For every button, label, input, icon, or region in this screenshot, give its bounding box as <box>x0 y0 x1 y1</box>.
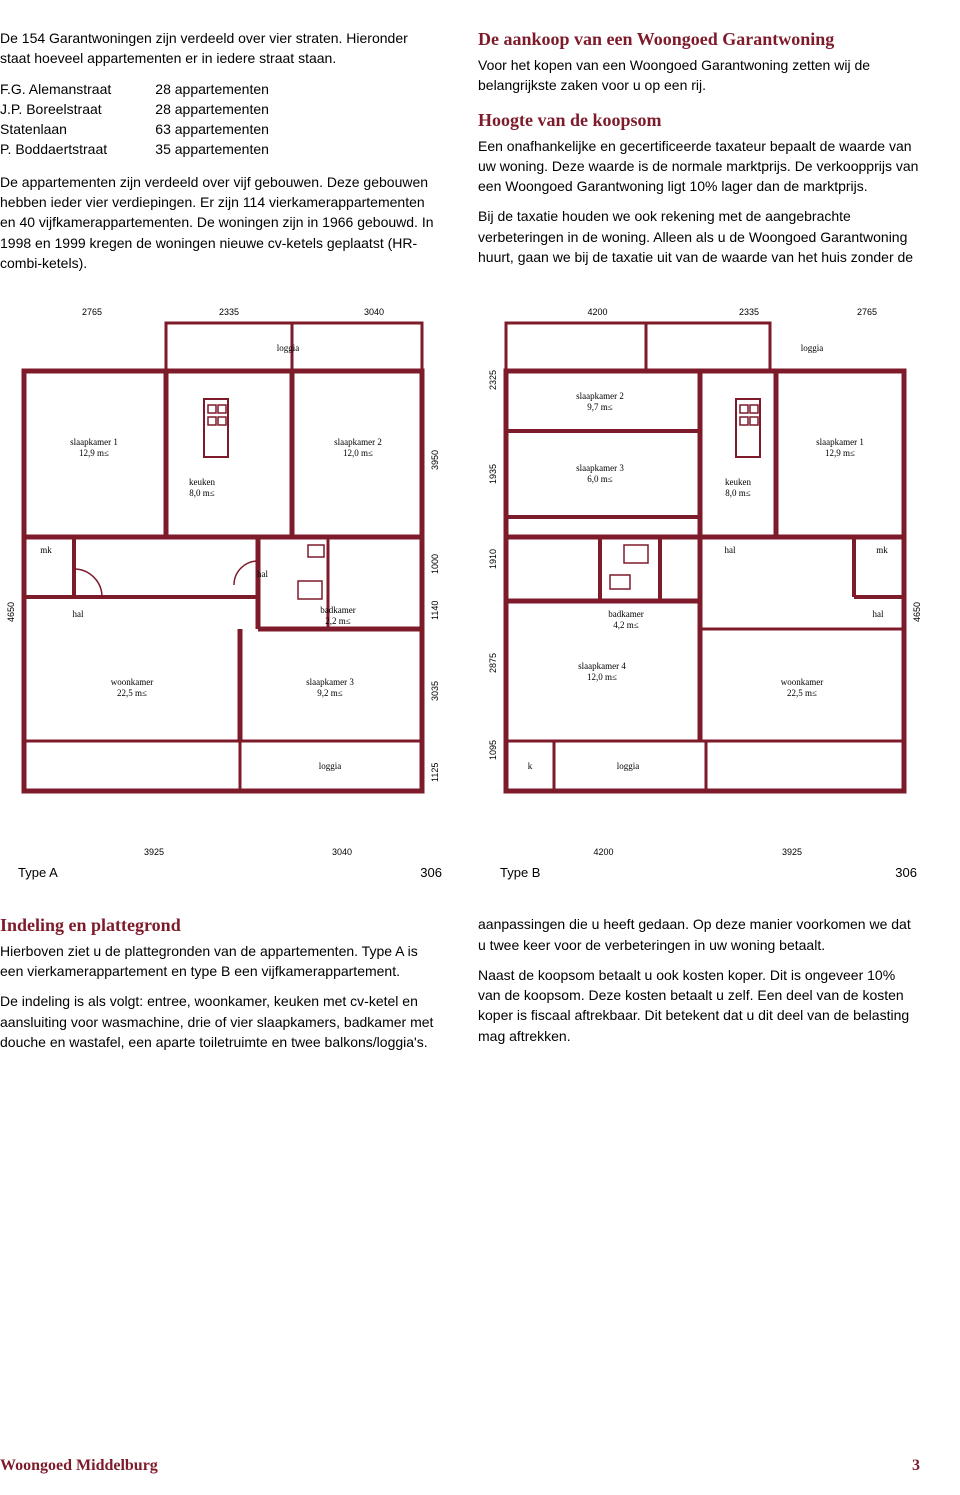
room-label: badkamer4,2 m≤ <box>608 609 643 630</box>
plan-type-label: Type B <box>500 865 540 880</box>
dim-label: 3925 <box>701 847 883 857</box>
floorplan-a-svg: loggia slaapkamer 112,9 m≤ keuken8,0 m≤ … <box>18 317 428 797</box>
room-label: keuken8,0 m≤ <box>725 477 751 498</box>
dim-label: 2335 <box>695 307 803 317</box>
streets-table: F.G. Alemanstraat28 appartementen J.P. B… <box>0 79 313 160</box>
dim-label: 2325 <box>486 329 500 431</box>
street-name: J.P. Boreelstraat <box>0 99 155 119</box>
dim-label: 4200 <box>506 847 701 857</box>
aankoop-text: Voor het kopen van een Woongoed Garantwo… <box>478 55 920 96</box>
footer-brand: Woongoed Middelburg <box>0 1457 158 1475</box>
plan-a-caption: Type A 306 <box>4 865 456 880</box>
plan-b-left-dims: 2325 1935 1910 2875 1095 <box>486 317 500 847</box>
heading-indeling: Indeling en plattegrond <box>0 914 442 937</box>
plan-a-left-dim: 4650 <box>4 377 18 847</box>
dim-label: 1910 <box>486 517 500 601</box>
plan-b-caption: Type B 306 <box>486 865 931 880</box>
plan-b-right-dim: 4650 <box>910 377 924 847</box>
street-name: F.G. Alemanstraat <box>0 79 155 99</box>
room-label: hal <box>257 569 268 579</box>
street-count: 35 appartementen <box>155 139 313 159</box>
dim-label: 1935 <box>486 431 500 517</box>
building-info-text: De appartementen zijn verdeeld over vijf… <box>0 172 442 273</box>
plan-type-number: 306 <box>420 865 442 880</box>
street-name: Statenlaan <box>0 119 155 139</box>
plan-a-bot-dims: 3925 3040 <box>48 847 456 857</box>
room-label: hal <box>73 609 84 619</box>
koopsom-text-2: Bij de taxatie houden we ook rekening me… <box>478 206 920 267</box>
dim-label: 4200 <box>500 307 695 317</box>
plan-type-label: Type A <box>18 865 58 880</box>
indeling-text-2: De indeling is als volgt: entree, woonka… <box>0 991 442 1052</box>
left-column: De 154 Garantwoningen zijn verdeeld over… <box>0 28 442 283</box>
room-label: slaapkamer 412,0 m≤ <box>578 661 626 682</box>
floorplans: 2765 2335 3040 4650 <box>0 307 920 880</box>
room-label: loggia <box>617 761 640 771</box>
dim-label: 3950 <box>428 377 442 543</box>
room-label: keuken8,0 m≤ <box>189 477 215 498</box>
dim-label: 2765 <box>803 307 931 317</box>
bottom-columns: Indeling en plattegrond Hierboven ziet u… <box>0 914 920 1062</box>
room-label: k <box>528 761 533 771</box>
kosten-koper-text: Naast de koopsom betaalt u ook kosten ko… <box>478 965 920 1046</box>
dim-label: 1000 <box>428 543 442 585</box>
street-name: P. Boddaertstraat <box>0 139 155 159</box>
dim-label: 3040 <box>292 307 456 317</box>
bottom-right-column: aanpassingen die u heeft gedaan. Op deze… <box>478 914 920 1062</box>
room-label: woonkamer22,5 m≤ <box>781 677 824 698</box>
aanpassingen-text: aanpassingen die u heeft gedaan. Op deze… <box>478 914 920 955</box>
dim-label: 3035 <box>428 635 442 747</box>
heading-aankoop: De aankoop van een Woongoed Garantwoning <box>478 28 920 51</box>
room-label: badkamer2,2 m≤ <box>320 605 355 626</box>
street-count: 28 appartementen <box>155 79 313 99</box>
plan-b-top-dims: 4200 2335 2765 <box>500 307 931 317</box>
room-label: hal <box>725 545 736 555</box>
plan-a-right-dims: 3950 1000 1140 3035 1125 <box>428 317 442 847</box>
dim-label: 3925 <box>48 847 260 857</box>
bottom-left-column: Indeling en plattegrond Hierboven ziet u… <box>0 914 442 1062</box>
room-label: mk <box>40 545 52 555</box>
footer-page-number: 3 <box>912 1457 920 1475</box>
room-label: woonkamer22,5 m≤ <box>111 677 154 698</box>
floorplan-b-svg: loggia slaapkamer 29,7 m≤ slaapkamer 36,… <box>500 317 910 797</box>
room-label: loggia <box>801 343 824 353</box>
room-label: slaapkamer 112,9 m≤ <box>70 437 118 458</box>
room-label: loggia <box>277 343 300 353</box>
indeling-text-1: Hierboven ziet u de plattegronden van de… <box>0 941 442 982</box>
room-label: slaapkamer 112,9 m≤ <box>816 437 864 458</box>
room-label: slaapkamer 39,2 m≤ <box>306 677 354 698</box>
street-count: 28 appartementen <box>155 99 313 119</box>
right-column: De aankoop van een Woongoed Garantwoning… <box>478 28 920 283</box>
room-label: hal <box>873 609 884 619</box>
dim-label: 1125 <box>428 747 442 797</box>
plan-type-number: 306 <box>895 865 917 880</box>
room-label: mk <box>876 545 888 555</box>
heading-koopsom: Hoogte van de koopsom <box>478 109 920 132</box>
intro-text: De 154 Garantwoningen zijn verdeeld over… <box>0 28 442 69</box>
plan-b: 4200 2335 2765 2325 1935 1910 2875 1095 <box>486 307 931 880</box>
dim-label: 1095 <box>486 725 500 775</box>
page-footer: Woongoed Middelburg 3 <box>0 1457 920 1475</box>
dim-label: 1140 <box>428 585 442 635</box>
plan-a: 2765 2335 3040 4650 <box>4 307 456 880</box>
plan-b-bot-dims: 4200 3925 <box>506 847 931 857</box>
dim-label: 2765 <box>18 307 166 317</box>
street-count: 63 appartementen <box>155 119 313 139</box>
dim-label: 2335 <box>166 307 292 317</box>
room-label: loggia <box>319 761 342 771</box>
koopsom-text-1: Een onafhankelijke en gecertificeerde ta… <box>478 136 920 197</box>
dim-label: 3040 <box>260 847 424 857</box>
room-label: slaapkamer 29,7 m≤ <box>576 391 624 412</box>
dim-label: 2875 <box>486 601 500 725</box>
room-label: slaapkamer 212,0 m≤ <box>334 437 382 458</box>
top-columns: De 154 Garantwoningen zijn verdeeld over… <box>0 28 920 283</box>
plan-a-top-dims: 2765 2335 3040 <box>18 307 456 317</box>
room-label: slaapkamer 36,0 m≤ <box>576 463 624 484</box>
